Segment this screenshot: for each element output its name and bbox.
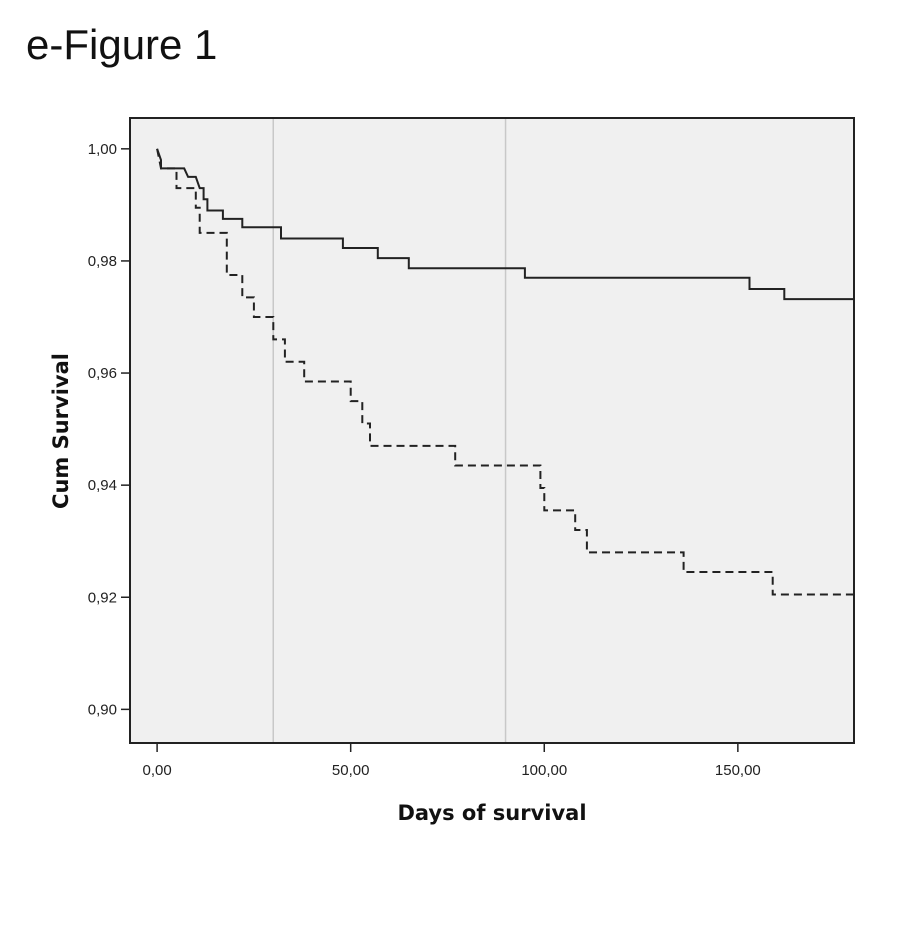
survival-curve-dashed [156, 148, 854, 596]
y-tick-label: 0,96 [88, 365, 117, 382]
x-tick-label: 150,00 [715, 762, 761, 779]
survival-curve-solid [156, 148, 854, 301]
x-tick-label: 50,00 [332, 762, 370, 779]
reference-lines [272, 119, 507, 742]
x-axis-label: Days of survival [397, 801, 586, 825]
x-tick-label: 0,00 [143, 762, 172, 779]
y-tick-label: 0,94 [88, 477, 117, 494]
series-layer [156, 148, 854, 596]
figure-title: e-Figure 1 [26, 21, 218, 68]
x-tick-label: 100,00 [521, 762, 567, 779]
y-axis-label: Cum Survival [49, 353, 73, 509]
y-tick-label: 1,00 [88, 141, 117, 158]
y-tick-label: 0,98 [88, 253, 117, 270]
y-axis: 0,90 0,92 0,94 0,96 0,98 1,00 [88, 141, 130, 718]
plot-area [129, 117, 855, 744]
x-axis: 0,00 50,00 100,00 150,00 [143, 743, 761, 779]
y-tick-label: 0,90 [88, 701, 117, 718]
y-tick-label: 0,92 [88, 589, 117, 606]
